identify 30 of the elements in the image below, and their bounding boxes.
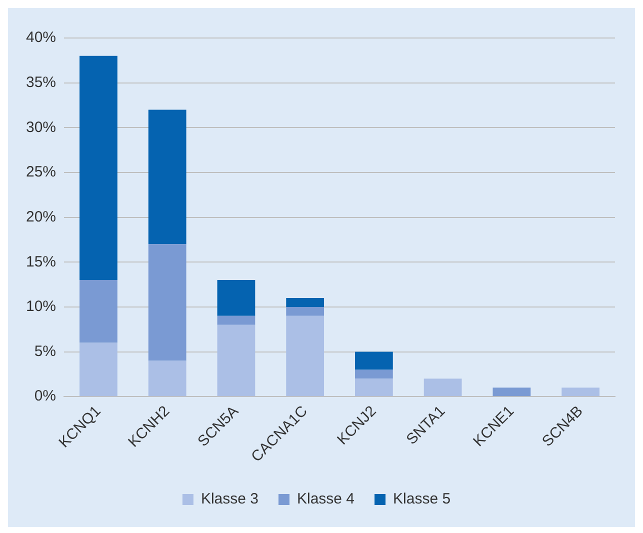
y-tick-label: 30% (26, 118, 56, 136)
bar (80, 56, 118, 280)
y-tick-label: 40% (26, 29, 56, 46)
legend-label: Klasse 3 (200, 490, 258, 508)
bar (217, 280, 256, 316)
bar (148, 244, 186, 361)
y-tick-label: 10% (26, 298, 56, 316)
bar (80, 342, 118, 396)
y-tick-label: 25% (26, 164, 56, 181)
bar (286, 316, 324, 396)
y-tick-label: 20% (26, 208, 56, 226)
legend-label: Klasse 5 (393, 490, 451, 508)
bar (562, 388, 600, 396)
bar (355, 352, 393, 370)
bar (80, 280, 118, 343)
bar (355, 378, 393, 396)
bar (286, 306, 324, 316)
bar (355, 370, 393, 379)
bar (286, 298, 324, 307)
legend-label: Klasse 4 (296, 490, 355, 508)
bar (217, 324, 256, 396)
bar (148, 360, 186, 396)
bar (424, 378, 462, 396)
bar (492, 388, 531, 396)
y-tick-label: 5% (34, 342, 56, 360)
y-tick-label: 35% (26, 74, 56, 91)
bar (148, 110, 186, 244)
y-tick-label: 15% (26, 253, 56, 270)
y-tick-label: 0% (34, 388, 56, 405)
bar (217, 316, 256, 325)
